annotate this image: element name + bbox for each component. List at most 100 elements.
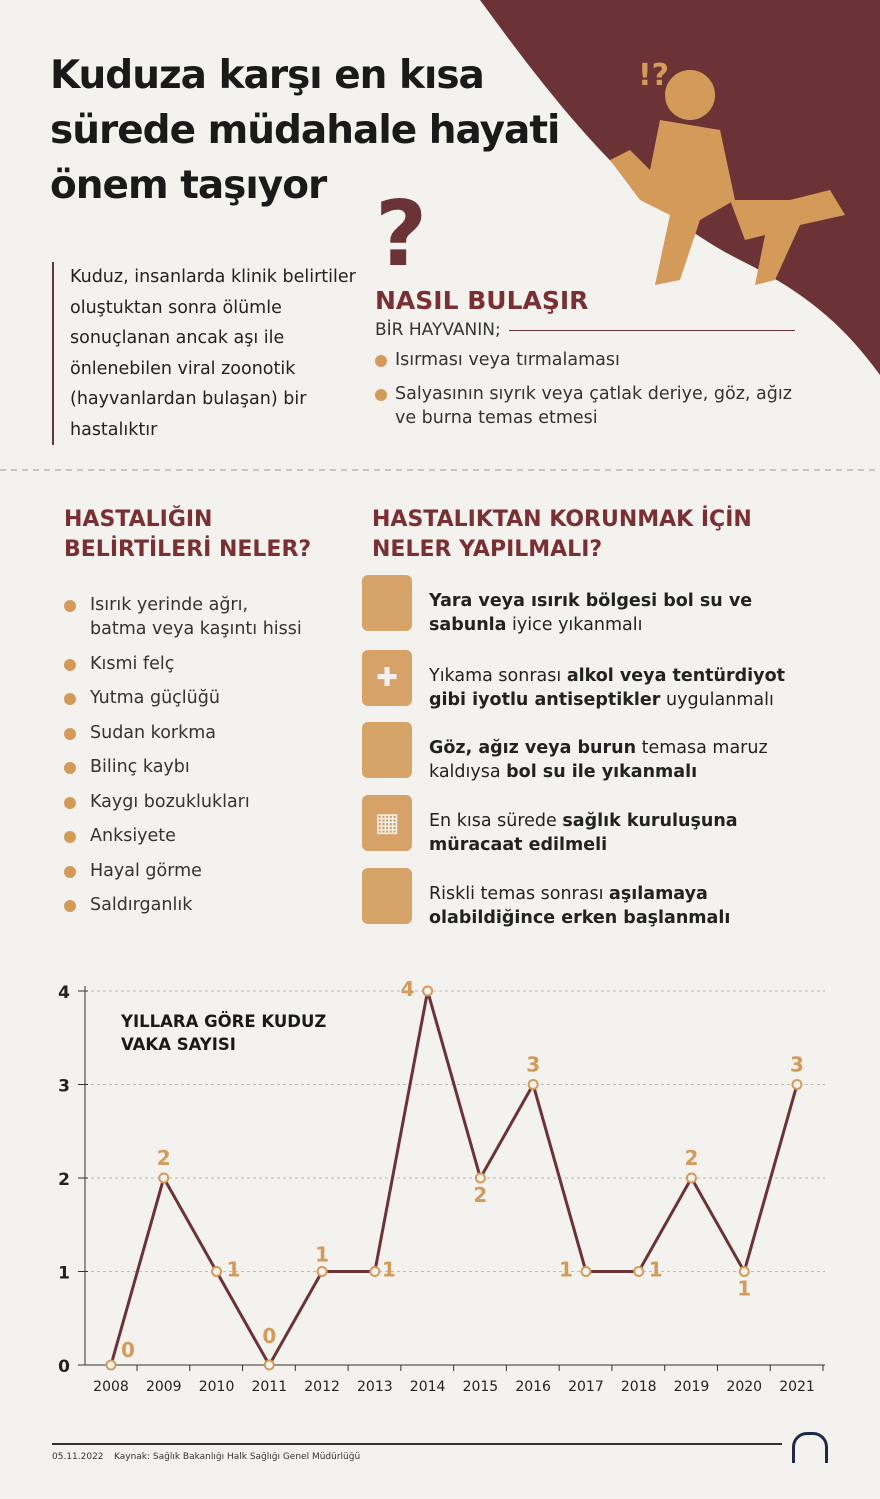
data-label: 4	[401, 977, 415, 1001]
subheading-rule	[508, 329, 795, 331]
data-point	[316, 1266, 328, 1277]
footer-date: 05.11.2022	[52, 1452, 104, 1462]
svg-text:!?: !?	[638, 58, 669, 93]
prevention-text: Göz, ağız veya burun	[429, 738, 637, 758]
x-tick-label: 2010	[199, 1379, 235, 1395]
prevention-item: Riskli temas sonrası aşılamaya olabildiğ…	[362, 868, 822, 928]
data-point	[527, 1079, 539, 1090]
data-point	[263, 1359, 275, 1371]
data-label: 1	[649, 1258, 663, 1282]
transmission-section: NASIL BULAŞIR BİR HAYVANIN; Isırması vey…	[375, 286, 795, 430]
data-point	[369, 1266, 381, 1277]
symptom-item: Kaygı bozuklukları	[64, 790, 310, 814]
data-label: 1	[559, 1258, 573, 1282]
data-point	[791, 1079, 803, 1090]
data-point	[105, 1359, 117, 1371]
prevention-heading-text: HASTALIKTAN KORUNMAK İÇİN NELER YAPILMAL…	[372, 507, 752, 562]
prevention-item: ✚ Yıkama sonrası alkol veya tentürdiyot g…	[362, 650, 822, 710]
transmission-heading: NASIL BULAŞIR	[375, 286, 589, 315]
intro-text: Kuduz, insanlarda klinik belirtiler oluş…	[52, 262, 360, 445]
x-tick-label: 2012	[304, 1379, 340, 1395]
data-label: 2	[157, 1146, 171, 1170]
prevention-item: Yara veya ısırık bölgesi bol su ve sabun…	[362, 575, 822, 635]
x-tick-label: 2013	[357, 1379, 393, 1395]
prevention-item: ▦ En kısa sürede sağlık kuruluşuna müraca…	[362, 795, 822, 855]
prevention-text: uygulanmalı	[660, 690, 774, 710]
x-tick-label: 2016	[515, 1379, 551, 1395]
x-tick-label: 2008	[93, 1379, 129, 1395]
symptom-item: Sudan korkma	[64, 721, 310, 745]
x-tick-label: 2011	[251, 1379, 287, 1395]
data-point	[685, 1172, 697, 1184]
symptom-item: Hayal görme	[64, 859, 310, 883]
hospital-icon: ▦	[362, 795, 412, 851]
symptom-item: Anksiyete	[64, 824, 310, 848]
x-tick-label: 2019	[674, 1379, 710, 1395]
y-tick-label: 1	[58, 1264, 70, 1284]
symptom-item: Isırık yerinde ağrı, batma veya kaşıntı …	[64, 593, 310, 641]
transmission-item: Isırması veya tırmalaması	[375, 348, 795, 372]
aa-logo	[792, 1432, 828, 1463]
prevention-text: iyice yıkanmalı	[506, 615, 643, 635]
data-point	[211, 1266, 223, 1277]
x-tick-label: 2014	[410, 1379, 446, 1395]
data-point	[474, 1172, 486, 1184]
x-tick-label: 2017	[568, 1379, 604, 1395]
x-tick-label: 2020	[726, 1379, 762, 1395]
vaccine-icon	[362, 868, 412, 924]
data-point	[422, 985, 434, 997]
dog-bite-illustration-icon: !?	[610, 58, 845, 285]
y-tick-label: 0	[58, 1357, 70, 1377]
question-marks-icon: ?	[375, 182, 427, 287]
data-point	[158, 1172, 170, 1184]
symptom-item: Bilinç kaybı	[64, 755, 310, 779]
prevention-text: Yıkama sonrası	[429, 666, 567, 686]
prevention-item: Göz, ağız veya burun temasa maruz kaldıy…	[362, 722, 822, 782]
prevention-text: sağlık kuruluşuna müracaat edilmeli	[429, 811, 738, 855]
data-label: 0	[262, 1324, 276, 1348]
symptoms-section: HASTALIĞIN BELİRTİLERİ NELER? Isırık yer…	[64, 505, 324, 928]
footer-source: Kaynak: Sağlık Bakanlığı Halk Sağlığı Ge…	[114, 1452, 361, 1462]
data-label: 1	[227, 1258, 241, 1282]
x-tick-label: 2018	[621, 1379, 657, 1395]
symptom-item: Yutma güçlüğü	[64, 686, 310, 710]
transmission-item: Salyasının sıyrık veya çatlak deriye, gö…	[375, 382, 795, 430]
data-point	[738, 1266, 750, 1277]
symptoms-heading: HASTALIĞIN BELİRTİLERİ NELER?	[64, 507, 312, 562]
page-title: Kuduza karşı en kısa sürede müdahale hay…	[50, 53, 560, 208]
prevention-text: En kısa sürede	[429, 811, 563, 831]
series-line	[109, 990, 799, 1369]
prevention-text: Yara veya ısırık bölgesi bol su ve sabun…	[429, 591, 753, 635]
symptom-item: Kısmi felç	[64, 652, 310, 676]
prevention-text: temasa maruz kaldıysa	[429, 738, 768, 782]
data-label: 3	[526, 1053, 540, 1077]
data-point	[633, 1266, 645, 1277]
prevention-text: bol su ile yıkanmalı	[506, 762, 698, 782]
data-label: 2	[473, 1183, 487, 1207]
data-label: 1	[315, 1243, 329, 1267]
data-label: 1	[737, 1277, 751, 1301]
x-tick-label: 2021	[779, 1379, 815, 1395]
prevention-text: Riskli temas sonrası	[429, 884, 610, 904]
x-tick-label: 2015	[463, 1379, 499, 1395]
prevention-text: alkol veya tentürdiyot gibi iyotlu antis…	[429, 666, 785, 710]
washing-wound-icon	[362, 575, 412, 631]
footer-rule	[52, 1443, 782, 1445]
y-tick-label: 4	[58, 983, 70, 1003]
y-tick-label: 2	[58, 1170, 70, 1190]
chart-title: YILLARA GÖRE KUDUZ VAKA SAYISI	[121, 1012, 327, 1054]
data-label: 2	[685, 1146, 699, 1170]
face-washing-icon	[362, 722, 412, 778]
y-tick-label: 3	[58, 1077, 70, 1097]
data-label: 1	[382, 1258, 396, 1282]
data-point	[580, 1266, 592, 1277]
transmission-subheading: BİR HAYVANIN;	[375, 320, 501, 340]
prevention-text: aşılamaya olabildiğince erken başlanmalı	[429, 884, 731, 928]
x-tick-label: 2009	[146, 1379, 182, 1395]
symptom-item: Saldırganlık	[64, 893, 310, 917]
prevention-heading: HASTALIKTAN KORUNMAK İÇİN NELER YAPILMAL…	[372, 505, 812, 565]
data-label: 3	[790, 1053, 804, 1077]
antiseptic-icon: ✚	[362, 650, 412, 706]
